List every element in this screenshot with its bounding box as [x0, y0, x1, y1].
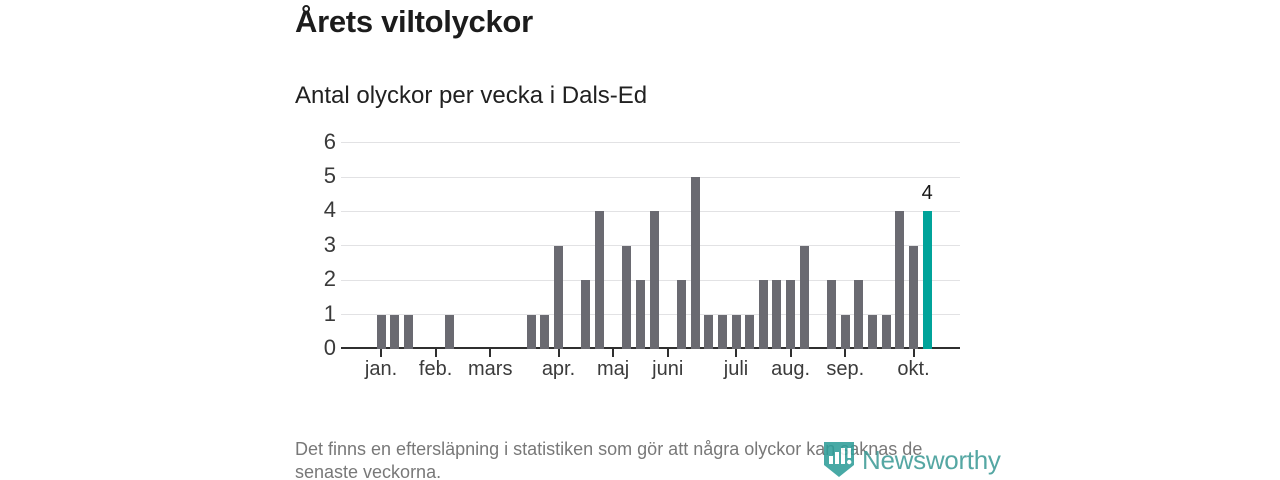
bar-week-38 [881, 314, 891, 349]
x-axis-label-sep: sep. [826, 358, 865, 380]
x-axis-label-aug: aug. [771, 358, 811, 380]
x-axis-label-maj: maj [597, 358, 630, 380]
y-axis-label-3: 3 [323, 231, 336, 257]
bar-week-34 [827, 280, 837, 349]
y-axis-label-6: 6 [323, 128, 336, 154]
x-tick-mars [489, 349, 492, 357]
x-tick-apr [557, 349, 560, 357]
y-axis-label-4: 4 [323, 197, 336, 223]
bar-week-36 [854, 280, 864, 349]
x-tick-okt [912, 349, 915, 357]
bar-week-31 [786, 280, 796, 349]
gridline-y5 [341, 176, 960, 178]
bar-week-19 [622, 245, 632, 349]
bar-week-20 [635, 280, 645, 349]
bar-week-30 [772, 280, 782, 349]
newsworthy-pin-icon [824, 442, 854, 477]
newsworthy-wordmark: Newsworthy [862, 444, 1001, 475]
x-tick-juni [666, 349, 669, 357]
bar-week-17 [594, 211, 604, 349]
x-tick-sep [844, 349, 847, 357]
bar-week-41-highlighted [922, 211, 932, 349]
bar-week-25 [704, 314, 714, 349]
x-tick-maj [612, 349, 615, 357]
bar-week-23 [676, 280, 686, 349]
x-axis-label-apr: apr. [541, 358, 576, 380]
bar-week-3 [403, 314, 413, 349]
x-axis-label-mars: mars [468, 358, 513, 380]
x-tick-jan [380, 349, 382, 357]
x-axis-label-juli: juli [723, 358, 749, 380]
bar-week-1 [376, 314, 386, 349]
y-axis-label-1: 1 [323, 300, 336, 326]
bar-week-32 [799, 245, 809, 349]
bar-week-14 [554, 245, 563, 349]
bar-week-16 [581, 280, 591, 349]
bar-week-26 [717, 314, 727, 349]
bar-week-28 [745, 314, 755, 349]
bar-week-39 [895, 211, 905, 349]
bar-week-27 [731, 314, 741, 349]
gridline-y6 [341, 142, 960, 144]
page-title: Årets viltolyckor [295, 4, 533, 39]
x-tick-juli [735, 349, 738, 357]
bar-week-2 [390, 314, 400, 349]
x-tick-feb [434, 349, 437, 357]
bar-week-13 [540, 314, 550, 349]
chart-footnote: Det finns en eftersläpning i statistiken… [295, 439, 923, 480]
bar-week-24 [690, 177, 700, 349]
newsworthy-logo: Newsworthy [822, 440, 1001, 480]
y-axis-label-2: 2 [323, 266, 336, 292]
highlight-value-label: 4 [921, 182, 933, 205]
y-axis-label-5: 5 [323, 163, 336, 188]
x-axis-label-jan: jan. [364, 358, 398, 380]
bar-week-37 [868, 314, 878, 349]
x-axis-label-feb: feb. [418, 358, 453, 380]
bar-week-35 [840, 314, 850, 349]
x-axis-label-juni: juni [652, 358, 684, 380]
bar-week-40 [909, 245, 919, 349]
bar-week-21 [649, 211, 659, 349]
bar-week-12 [526, 314, 536, 349]
chart-subtitle: Antal olyckor per vecka i Dals-Ed [295, 82, 648, 109]
bar-week-6 [444, 314, 454, 349]
x-tick-aug [789, 349, 792, 357]
bar-week-29 [758, 280, 768, 349]
x-axis-label-okt: okt. [897, 358, 930, 380]
y-axis-label-0: 0 [323, 335, 336, 360]
